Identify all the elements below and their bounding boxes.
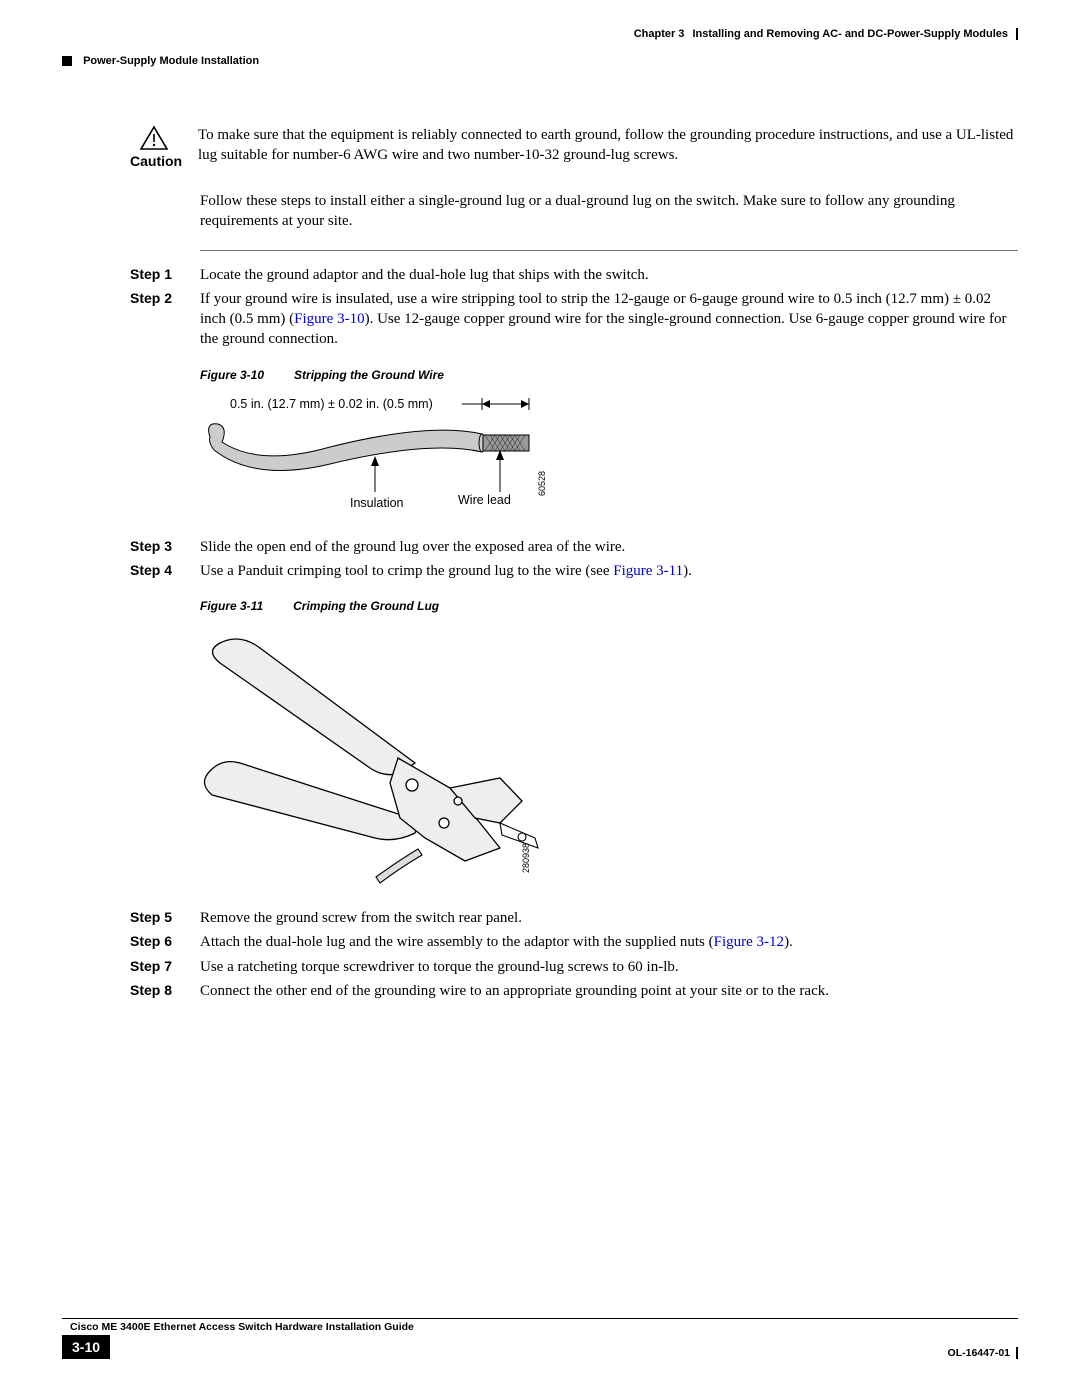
step-label: Step 1: [130, 265, 180, 285]
step-label: Step 6: [130, 932, 180, 952]
footer-left: Cisco ME 3400E Ethernet Access Switch Ha…: [62, 1321, 414, 1359]
figure-number: Figure 3-10: [200, 368, 264, 382]
caution-block: Caution To make sure that the equipment …: [130, 125, 1018, 169]
steps-list-3: Step 5 Remove the ground screw from the …: [130, 908, 1018, 1001]
section-heading: Power-Supply Module Installation: [83, 55, 259, 67]
header-end-bar: [1016, 28, 1018, 40]
caution-paragraph: To make sure that the equipment is relia…: [198, 125, 1018, 166]
caution-text: To make sure that the equipment is relia…: [198, 125, 1018, 166]
step-text: Use a Panduit crimping tool to crimp the…: [200, 561, 1018, 581]
step-label: Step 5: [130, 908, 180, 928]
steps-list: Step 1 Locate the ground adaptor and the…: [130, 265, 1018, 350]
page-footer: Cisco ME 3400E Ethernet Access Switch Ha…: [62, 1318, 1018, 1359]
section-heading-row: Power-Supply Module Installation: [62, 55, 259, 67]
step-row: Step 7 Use a ratcheting torque screwdriv…: [130, 957, 1018, 977]
figure-link[interactable]: Figure 3-10: [294, 311, 364, 327]
step-text-pre: Attach the dual-hole lug and the wire as…: [200, 934, 714, 950]
caution-icon-column: Caution: [130, 125, 178, 169]
caution-label: Caution: [130, 153, 178, 169]
horizontal-rule: [200, 250, 1018, 251]
step-label: Step 3: [130, 537, 180, 557]
figure-number: Figure 3-11: [200, 599, 263, 613]
step-row: Step 3 Slide the open end of the ground …: [130, 537, 1018, 557]
figure-caption: Figure 3-10 Stripping the Ground Wire: [200, 368, 1018, 382]
figure-title: Stripping the Ground Wire: [294, 368, 444, 382]
wirelead-label: Wire lead: [458, 493, 511, 507]
figure-title: Crimping the Ground Lug: [293, 599, 439, 613]
art-number: 60528: [537, 470, 547, 495]
footer-book-title: Cisco ME 3400E Ethernet Access Switch Ha…: [70, 1321, 414, 1333]
step-text: Locate the ground adaptor and the dual-h…: [200, 265, 1018, 285]
step-row: Step 4 Use a Panduit crimping tool to cr…: [130, 561, 1018, 581]
page-header: Chapter 3 Installing and Removing AC- an…: [62, 28, 1018, 40]
step-row: Step 6 Attach the dual-hole lug and the …: [130, 932, 1018, 952]
doc-number: OL-16447-01: [948, 1347, 1010, 1359]
step-label: Step 8: [130, 981, 180, 1001]
figure-caption: Figure 3-11 Crimping the Ground Lug: [200, 599, 1018, 613]
step-text-post: ).: [784, 934, 793, 950]
step-label: Step 2: [130, 289, 180, 350]
step-text: Attach the dual-hole lug and the wire as…: [200, 932, 1018, 952]
section-square-icon: [62, 56, 72, 66]
figure-3-10: 0.5 in. (12.7 mm) ± 0.02 in. (0.5 mm): [200, 392, 1018, 527]
dimension-label: 0.5 in. (12.7 mm) ± 0.02 in. (0.5 mm): [230, 397, 433, 411]
steps-list-2: Step 3 Slide the open end of the ground …: [130, 537, 1018, 582]
chapter-number: Chapter 3: [634, 28, 685, 40]
step-text-post: ).: [683, 563, 692, 579]
step-text: Use a ratcheting torque screwdriver to t…: [200, 957, 1018, 977]
step-row: Step 5 Remove the ground screw from the …: [130, 908, 1018, 928]
step-label: Step 7: [130, 957, 180, 977]
step-label: Step 4: [130, 561, 180, 581]
page-number: 3-10: [62, 1335, 110, 1359]
step-text: If your ground wire is insulated, use a …: [200, 289, 1018, 350]
intro-paragraph: Follow these steps to install either a s…: [200, 191, 1018, 232]
step-row: Step 2 If your ground wire is insulated,…: [130, 289, 1018, 350]
header-right: Chapter 3 Installing and Removing AC- an…: [634, 28, 1018, 40]
step-text: Slide the open end of the ground lug ove…: [200, 537, 1018, 557]
insulation-label: Insulation: [350, 496, 404, 510]
stripping-wire-diagram: 0.5 in. (12.7 mm) ± 0.02 in. (0.5 mm): [200, 392, 600, 522]
figure-link[interactable]: Figure 3-12: [714, 934, 784, 950]
footer-inner: Cisco ME 3400E Ethernet Access Switch Ha…: [62, 1321, 1018, 1359]
chapter-title: Installing and Removing AC- and DC-Power…: [692, 28, 1008, 40]
crimping-tool-diagram: 280938: [200, 623, 580, 893]
step-row: Step 1 Locate the ground adaptor and the…: [130, 265, 1018, 285]
step-text: Remove the ground screw from the switch …: [200, 908, 1018, 928]
page-content: Caution To make sure that the equipment …: [130, 125, 1018, 1005]
footer-right: OL-16447-01: [948, 1347, 1018, 1359]
figure-3-11: 280938: [200, 623, 1018, 898]
step-text: Connect the other end of the grounding w…: [200, 981, 1018, 1001]
step-text-pre: Use a Panduit crimping tool to crimp the…: [200, 563, 613, 579]
footer-end-bar: [1016, 1347, 1018, 1359]
footer-rule: [62, 1318, 1018, 1319]
step-row: Step 8 Connect the other end of the grou…: [130, 981, 1018, 1001]
art-number: 280938: [521, 843, 531, 873]
figure-link[interactable]: Figure 3-11: [613, 563, 683, 579]
warning-triangle-icon: [139, 125, 169, 151]
